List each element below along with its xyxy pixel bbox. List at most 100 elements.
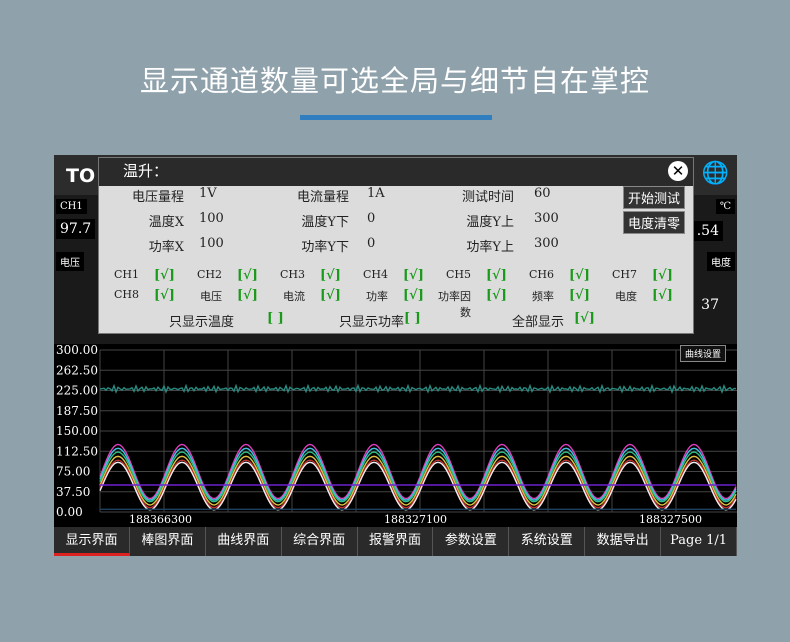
curve-settings-button[interactable]: 曲线设置 <box>680 345 727 362</box>
y-tick-label: 262.50 <box>56 363 98 377</box>
y-tick-label: 150.00 <box>56 424 98 438</box>
param-label: 功率X <box>148 240 184 255</box>
energy-label: 电度 <box>707 252 735 271</box>
y-tick-label: 187.50 <box>56 404 98 418</box>
channel-label: 电压 <box>200 290 222 303</box>
channel-label: CH3 <box>279 268 305 281</box>
param-label: 功率Y下 <box>301 240 349 255</box>
param-value[interactable]: 300 <box>534 211 559 226</box>
headline: 显示通道数量可选全局与细节自在掌控 <box>139 64 650 98</box>
x-tick-label: 188327100 <box>384 513 447 526</box>
channel-checkbox[interactable]: [√] <box>154 268 175 283</box>
param-value[interactable]: 1V <box>199 186 217 201</box>
temp-rise-dialog: 温升： ✕ 电压量程 1V 电流量程 1A 测试时间 60 温度X 100 温度Y下 0 温度Y上 3… <box>98 157 694 334</box>
dialog-title: 温升： <box>99 158 693 186</box>
channel-checkbox[interactable]: [√] <box>320 288 341 303</box>
clear-energy-button[interactable]: 电度清零 <box>623 211 686 234</box>
channel-label: CH6 <box>528 268 554 281</box>
channel-label: CH8 <box>113 288 139 301</box>
param-value[interactable]: 300 <box>534 236 559 251</box>
series-line <box>99 459 737 509</box>
nav-tab[interactable]: 报警界面 <box>358 527 434 556</box>
channel-checkbox[interactable]: [√] <box>320 268 341 283</box>
param-label: 电压量程 <box>131 190 184 205</box>
x-tick-label: 188327500 <box>639 513 702 526</box>
series-line <box>99 447 737 501</box>
param-value[interactable]: 60 <box>534 186 551 201</box>
option-checkbox[interactable]: [ ] <box>267 311 284 326</box>
channel-checkbox[interactable]: [√] <box>569 268 590 283</box>
channel-checkbox[interactable]: [√] <box>652 288 673 303</box>
nav-tab[interactable]: 数据导出 <box>585 527 662 556</box>
option-label: 只显示温度 <box>168 315 234 330</box>
series-line <box>99 383 736 395</box>
y-tick-label: 0.00 <box>56 505 83 519</box>
param-value[interactable]: 100 <box>199 236 224 251</box>
param-value[interactable]: 1A <box>367 186 385 201</box>
series-line <box>99 455 737 506</box>
channel-label: 功率 <box>366 290 388 303</box>
channel-checkbox[interactable]: [√] <box>237 268 258 283</box>
globe-icon[interactable]: 🌐 <box>701 161 729 186</box>
series-line <box>99 443 737 500</box>
channel-label: 频率 <box>532 290 554 303</box>
logo: TO <box>66 165 96 187</box>
nav-tab[interactable]: 系统设置 <box>509 527 586 556</box>
option-label: 全部显示 <box>511 315 564 330</box>
headline-underline <box>300 115 492 120</box>
y-tick-label: 75.00 <box>56 465 90 479</box>
option-label: 只显示功率 <box>338 315 404 330</box>
series-line <box>99 451 737 503</box>
channel-checkbox[interactable]: [√] <box>569 288 590 303</box>
nav-tab[interactable]: Page 1/1 <box>661 527 737 556</box>
nav-tab[interactable]: 棒图界面 <box>130 527 206 556</box>
ch1-label: CH1 <box>56 199 87 214</box>
channel-label: 电流 <box>283 290 305 303</box>
channel-label: CH5 <box>445 268 471 281</box>
param-label: 温度X <box>148 215 184 230</box>
nav-tab[interactable]: 曲线界面 <box>206 527 282 556</box>
y-tick-label: 112.50 <box>56 444 98 458</box>
y-tick-label: 37.50 <box>56 485 90 499</box>
right-value2: 37 <box>701 297 719 313</box>
y-tick-label: 300.00 <box>56 344 98 357</box>
channel-checkbox[interactable]: [√] <box>486 288 507 303</box>
param-label: 测试时间 <box>461 190 514 205</box>
channel-label: 电度 <box>615 290 637 303</box>
curve-chart: 300.00 262.50 225.00 187.50 150.00 112.50 75.0… <box>54 343 737 527</box>
option-checkbox[interactable]: [ ] <box>404 311 421 326</box>
channel-label: CH7 <box>611 268 637 281</box>
channel-label: CH2 <box>196 268 222 281</box>
param-label: 温度Y上 <box>466 215 514 230</box>
nav-tab[interactable]: 综合界面 <box>282 527 358 556</box>
channel-checkbox[interactable]: [√] <box>403 268 424 283</box>
right-value: .54 <box>692 221 723 241</box>
y-tick-label: 225.00 <box>56 384 98 398</box>
param-label: 电流量程 <box>296 190 349 205</box>
option-checkbox[interactable]: [√] <box>574 311 595 326</box>
start-test-button[interactable]: 开始测试 <box>623 186 686 209</box>
ch1-value: 97.7 <box>56 219 96 239</box>
channel-checkbox[interactable]: [√] <box>652 268 673 283</box>
param-value[interactable]: 100 <box>199 211 224 226</box>
channel-label: CH4 <box>362 268 388 281</box>
channel-checkbox[interactable]: [√] <box>154 288 175 303</box>
channel-label: CH1 <box>113 268 139 281</box>
close-icon[interactable]: ✕ <box>668 161 688 181</box>
param-value[interactable]: 0 <box>367 236 376 251</box>
param-value[interactable]: 0 <box>367 211 376 226</box>
voltage-label: 电压 <box>56 252 84 271</box>
nav-tab[interactable]: 显示界面 <box>54 527 130 556</box>
channel-checkbox[interactable]: [√] <box>486 268 507 283</box>
channel-label: 功率因数 <box>438 290 471 319</box>
param-label: 温度Y下 <box>301 215 349 230</box>
series-line <box>99 461 737 511</box>
channel-checkbox[interactable]: [√] <box>403 288 424 303</box>
unit-label: ℃ <box>715 199 735 214</box>
bottom-nav: 显示界面 棒图界面 曲线界面 综合界面 报警界面 参数设置 系统设置 数据导出 Page 1/1 <box>54 527 737 556</box>
param-label: 功率Y上 <box>466 240 514 255</box>
nav-tab[interactable]: 参数设置 <box>433 527 510 556</box>
device-screen: TO 🌐 CH1 97.7 电压 ℃ .54 电度 37 温升： ✕ 电压量程 1… <box>54 155 737 556</box>
x-tick-label: 188366300 <box>129 513 192 526</box>
channel-checkbox[interactable]: [√] <box>237 288 258 303</box>
